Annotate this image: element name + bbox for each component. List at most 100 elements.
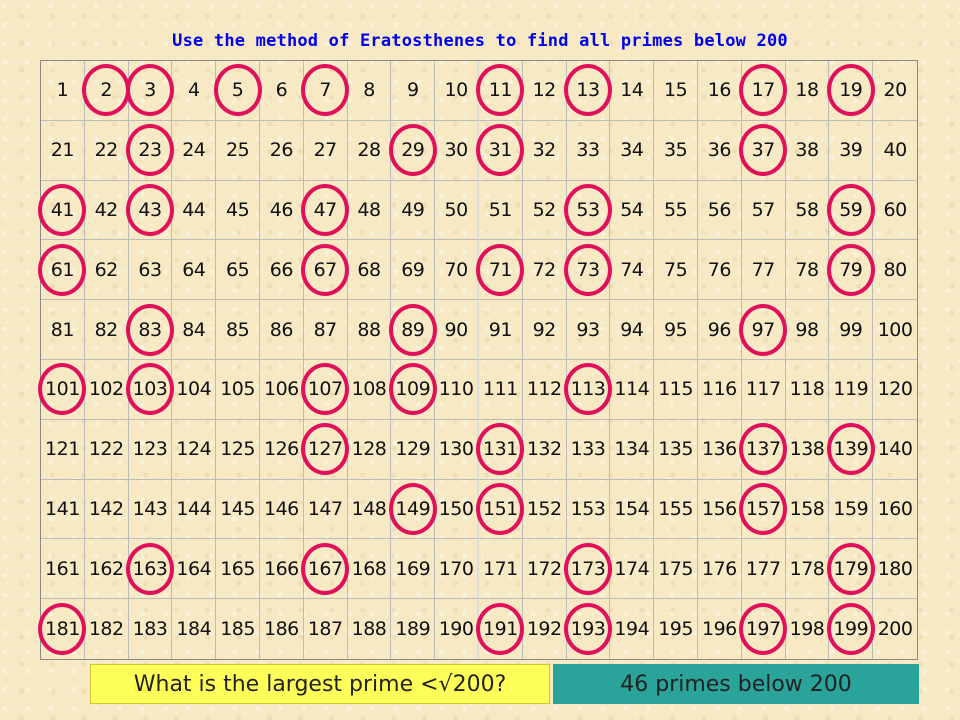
grid-cell[interactable]: 49 [391,180,436,241]
grid-cell[interactable]: 85 [216,300,260,360]
grid-cell[interactable]: 32 [522,120,567,181]
grid-cell[interactable]: 99 [829,300,874,360]
grid-cell[interactable]: 197 [739,599,788,659]
grid-cell[interactable]: 63 [128,240,173,301]
grid-cell[interactable]: 90 [435,300,479,360]
grid-cell[interactable]: 147 [303,479,348,540]
grid-cell[interactable]: 29 [388,120,437,181]
grid-cell[interactable]: 92 [522,300,567,360]
grid-cell[interactable]: 14 [610,61,655,121]
grid-cell[interactable]: 39 [829,120,874,181]
grid-cell[interactable]: 62 [84,240,129,301]
grid-cell[interactable]: 187 [304,599,348,659]
grid-cell[interactable]: 41 [38,180,87,241]
grid-cell[interactable]: 122 [84,419,129,480]
grid-cell[interactable]: 59 [826,180,875,241]
grid-cell[interactable]: 88 [347,300,392,360]
grid-cell[interactable]: 36 [697,120,742,181]
grid-cell[interactable]: 93 [566,300,611,360]
grid-cell[interactable]: 35 [654,120,698,181]
grid-cell[interactable]: 190 [435,599,479,659]
grid-cell[interactable]: 13 [563,61,612,121]
grid-cell[interactable]: 143 [128,479,173,540]
grid-cell[interactable]: 16 [697,61,742,121]
grid-cell[interactable]: 168 [347,539,392,600]
grid-cell[interactable]: 97 [739,300,788,360]
grid-cell[interactable]: 70 [435,240,479,301]
grid-cell[interactable]: 194 [610,599,655,659]
grid-cell[interactable]: 42 [84,180,129,241]
grid-cell[interactable]: 105 [216,359,260,420]
grid-cell[interactable]: 154 [610,479,655,540]
grid-cell[interactable]: 175 [654,539,698,600]
grid-cell[interactable]: 74 [610,240,655,301]
grid-cell[interactable]: 96 [697,300,742,360]
grid-cell[interactable]: 10 [435,61,479,121]
grid-cell[interactable]: 161 [41,539,85,600]
grid-cell[interactable]: 196 [698,599,742,659]
grid-cell[interactable]: 65 [216,240,260,301]
grid-cell[interactable]: 44 [172,180,217,241]
grid-cell[interactable]: 162 [84,539,129,600]
grid-cell[interactable]: 165 [216,539,260,600]
grid-cell[interactable]: 51 [478,180,523,241]
grid-cell[interactable]: 171 [478,539,523,600]
grid-cell[interactable]: 183 [129,599,173,659]
grid-cell[interactable]: 6 [259,61,304,121]
grid-cell[interactable]: 200 [873,599,917,659]
grid-cell[interactable]: 40 [873,121,917,181]
grid-cell[interactable]: 137 [739,419,788,480]
grid-cell[interactable]: 78 [785,240,830,301]
grid-cell[interactable]: 158 [785,479,830,540]
grid-cell[interactable]: 119 [829,359,874,420]
grid-cell[interactable]: 199 [826,599,875,659]
grid-cell[interactable]: 107 [301,359,350,420]
grid-cell[interactable]: 8 [347,61,392,121]
grid-cell[interactable]: 102 [84,359,129,420]
grid-cell[interactable]: 89 [388,300,437,360]
grid-cell[interactable]: 121 [41,419,85,480]
grid-cell[interactable]: 61 [38,240,87,301]
grid-cell[interactable]: 19 [826,61,875,121]
grid-cell[interactable]: 77 [741,240,786,301]
grid-cell[interactable]: 152 [522,479,567,540]
grid-cell[interactable]: 21 [41,120,85,181]
grid-cell[interactable]: 155 [654,479,698,540]
grid-cell[interactable]: 127 [301,419,350,480]
grid-cell[interactable]: 169 [391,539,436,600]
grid-cell[interactable]: 179 [826,539,875,600]
grid-cell[interactable]: 113 [563,359,612,420]
grid-cell[interactable]: 15 [654,61,698,121]
grid-cell[interactable]: 181 [38,599,87,659]
grid-cell[interactable]: 52 [522,180,567,241]
grid-cell[interactable]: 195 [654,599,698,659]
grid-cell[interactable]: 25 [216,120,260,181]
grid-cell[interactable]: 43 [125,180,174,241]
grid-cell[interactable]: 23 [125,120,174,181]
grid-cell[interactable]: 142 [84,479,129,540]
grid-cell[interactable]: 123 [128,419,173,480]
grid-cell[interactable]: 173 [563,539,612,600]
grid-cell[interactable]: 104 [172,359,217,420]
grid-cell[interactable]: 172 [522,539,567,600]
grid-cell[interactable]: 135 [654,419,698,480]
grid-cell[interactable]: 117 [741,359,786,420]
grid-cell[interactable]: 22 [84,120,129,181]
grid-cell[interactable]: 83 [125,300,174,360]
grid-cell[interactable]: 109 [388,359,437,420]
grid-cell[interactable]: 174 [610,539,655,600]
grid-cell[interactable]: 192 [523,599,567,659]
grid-cell[interactable]: 112 [522,359,567,420]
grid-cell[interactable]: 106 [259,359,304,420]
grid-cell[interactable]: 7 [301,61,350,121]
grid-cell[interactable]: 159 [829,479,874,540]
grid-cell[interactable]: 94 [610,300,655,360]
grid-cell[interactable]: 33 [566,120,611,181]
grid-cell[interactable]: 130 [435,419,479,480]
grid-cell[interactable]: 54 [610,180,655,241]
grid-cell[interactable]: 87 [303,300,348,360]
grid-cell[interactable]: 30 [435,120,479,181]
grid-cell[interactable]: 80 [873,240,917,301]
grid-cell[interactable]: 84 [172,300,217,360]
grid-cell[interactable]: 11 [476,61,525,121]
